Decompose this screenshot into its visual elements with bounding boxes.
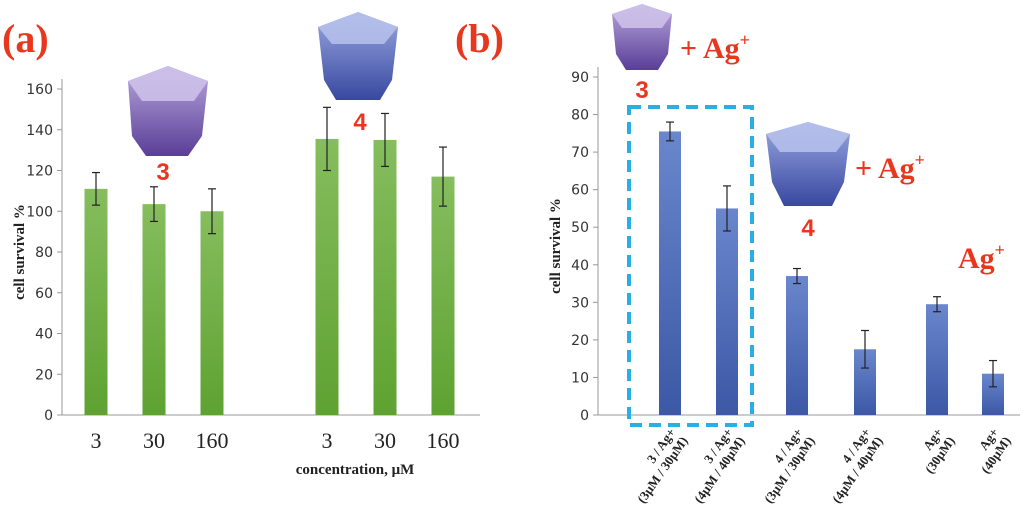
cup-4-icon — [318, 12, 398, 100]
label-3-a: 3 — [156, 159, 169, 186]
ag-text: Ag — [958, 242, 995, 275]
y-tick-label: 80 — [35, 245, 53, 261]
cup-4-small-icon — [766, 122, 850, 206]
y-tick-label: 0 — [44, 408, 53, 424]
x-tick-label: 160 — [427, 428, 460, 453]
bar — [659, 131, 681, 415]
x-tick-label: 4 / Ag+(4μM / 40μM) — [817, 425, 886, 506]
bar — [373, 139, 397, 415]
bar — [786, 276, 808, 415]
x-tick-label: 3 / Ag+(4μM / 40μM) — [679, 425, 748, 506]
label-3-b: 3 — [635, 77, 648, 104]
superscript-plus: + — [915, 150, 925, 170]
superscript-plus: + — [740, 30, 750, 50]
bar — [431, 176, 455, 415]
y-axis-label: cell survival % — [12, 204, 28, 300]
y-tick-label: 20 — [571, 333, 589, 349]
y-tick-label: 100 — [26, 204, 53, 220]
x-tick-label: 160 — [196, 428, 229, 453]
y-tick-label: 90 — [571, 70, 589, 86]
bar — [716, 208, 738, 415]
x-tick-label: Ag+(30μM) — [909, 425, 957, 476]
highlight-box — [627, 105, 754, 427]
y-tick-label: 80 — [571, 108, 589, 124]
cup-3-small-icon — [612, 4, 672, 70]
x-axis-label: concentration, μM — [296, 462, 414, 478]
x-tick-label: 30 — [374, 428, 396, 453]
bar — [982, 373, 1004, 415]
bar — [200, 211, 224, 415]
y-tick-label: 120 — [26, 164, 53, 180]
y-tick-label: 60 — [35, 286, 53, 302]
y-tick-label: 30 — [571, 295, 589, 311]
y-tick-label: 40 — [571, 258, 589, 274]
x-tick-label: Ag+(40μM) — [965, 425, 1013, 476]
bar — [926, 304, 948, 415]
y-tick-label: 160 — [26, 82, 53, 98]
ag-label: Ag+ — [958, 240, 1005, 275]
cup-3-icon — [128, 66, 208, 156]
y-tick-label: 20 — [35, 367, 53, 383]
label-4-b: 4 — [801, 215, 815, 242]
plus-ag-text: + Ag — [855, 152, 915, 185]
panel-label-a: (a) — [2, 16, 49, 61]
plus-ag-label-3: + Ag+ — [680, 30, 750, 65]
y-tick-label: 70 — [571, 145, 589, 161]
y-tick-label: 0 — [580, 408, 589, 424]
y-axis-label: cell survival % — [548, 198, 564, 294]
y-tick-label: 140 — [26, 123, 53, 139]
y-tick-label: 40 — [35, 327, 53, 343]
x-tick-label: 3 — [91, 428, 102, 453]
y-tick-label: 50 — [571, 220, 589, 236]
x-tick-label: 4 / Ag+(3μM / 30μM) — [749, 425, 818, 506]
bar — [84, 188, 108, 415]
bar — [315, 138, 339, 415]
y-tick-label: 10 — [571, 370, 589, 386]
x-tick-label: 3 / Ag+(3μM / 30μM) — [622, 425, 691, 506]
x-tick-label: 3 — [322, 428, 333, 453]
x-tick-label: 30 — [143, 428, 165, 453]
plus-ag-text: + Ag — [680, 32, 740, 65]
panel-label-b: (b) — [455, 16, 504, 61]
label-4-a: 4 — [353, 109, 367, 136]
bar — [142, 204, 166, 415]
plus-ag-label-4: + Ag+ — [855, 150, 925, 185]
panel-a: 0 20 40 60 80 100 120 140 160 cell survival % 3 30 1… — [12, 79, 480, 478]
bar — [854, 349, 876, 415]
y-tick-label: 60 — [571, 183, 589, 199]
superscript-plus: + — [995, 240, 1005, 260]
